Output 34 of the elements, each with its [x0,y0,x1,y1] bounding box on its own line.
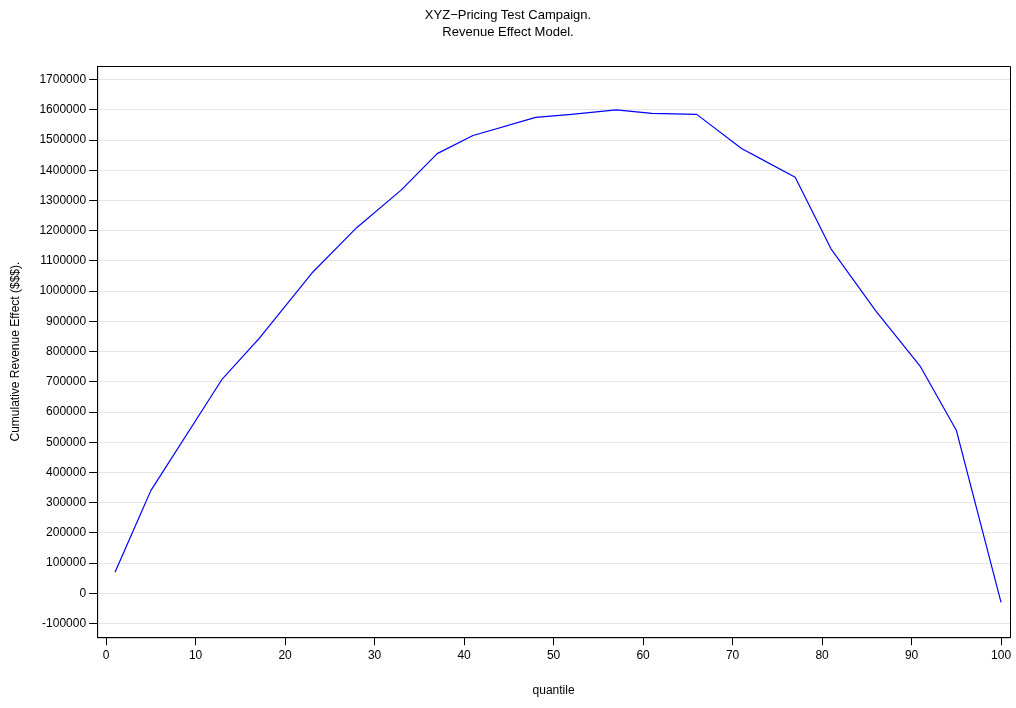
x-tick-label: 100 [991,647,1012,662]
x-tick-label: 10 [188,647,203,662]
chart-subtitle: Revenue Effect Model. [441,23,575,40]
y-tick-label: 300000 [46,495,87,510]
x-tick-label: 80 [815,647,830,662]
y-tick-label: 1100000 [40,253,87,268]
y-tick-label: 600000 [46,404,87,419]
y-tick-label: 100000 [46,555,87,570]
chart-title: XYZ−Pricing Test Campaign. [423,6,593,23]
x-tick-label: 70 [725,647,740,662]
y-tick-label: 700000 [46,374,87,389]
y-tick-label: 1500000 [39,132,87,147]
x-tick-label: 0 [102,647,110,662]
y-tick-label: 1700000 [39,71,87,86]
y-tick-label: 0 [79,585,87,600]
y-tick-label: 1400000 [39,162,87,177]
y-tick-label: 1200000 [39,223,87,238]
y-tick-label: 900000 [46,313,87,328]
x-tick-label: 20 [278,647,293,662]
y-tick-label: -100000 [42,615,87,630]
y-axis-title: Cumulative Revenue Effect ($$$). [7,261,22,442]
y-tick-label: 400000 [46,464,87,479]
y-tick-label: 200000 [46,525,87,540]
x-tick-label: 30 [367,647,382,662]
x-tick-label: 60 [636,647,651,662]
x-tick-label: 40 [457,647,472,662]
y-tick-label: 1300000 [39,192,87,207]
y-tick-label: 1600000 [39,102,87,117]
x-tick-label: 50 [546,647,561,662]
y-tick-label: 800000 [46,343,87,358]
x-axis-title: quantile [532,683,575,698]
y-tick-label: 500000 [46,434,87,449]
y-tick-label: 1000000 [39,283,87,298]
x-tick-label: 90 [904,647,919,662]
